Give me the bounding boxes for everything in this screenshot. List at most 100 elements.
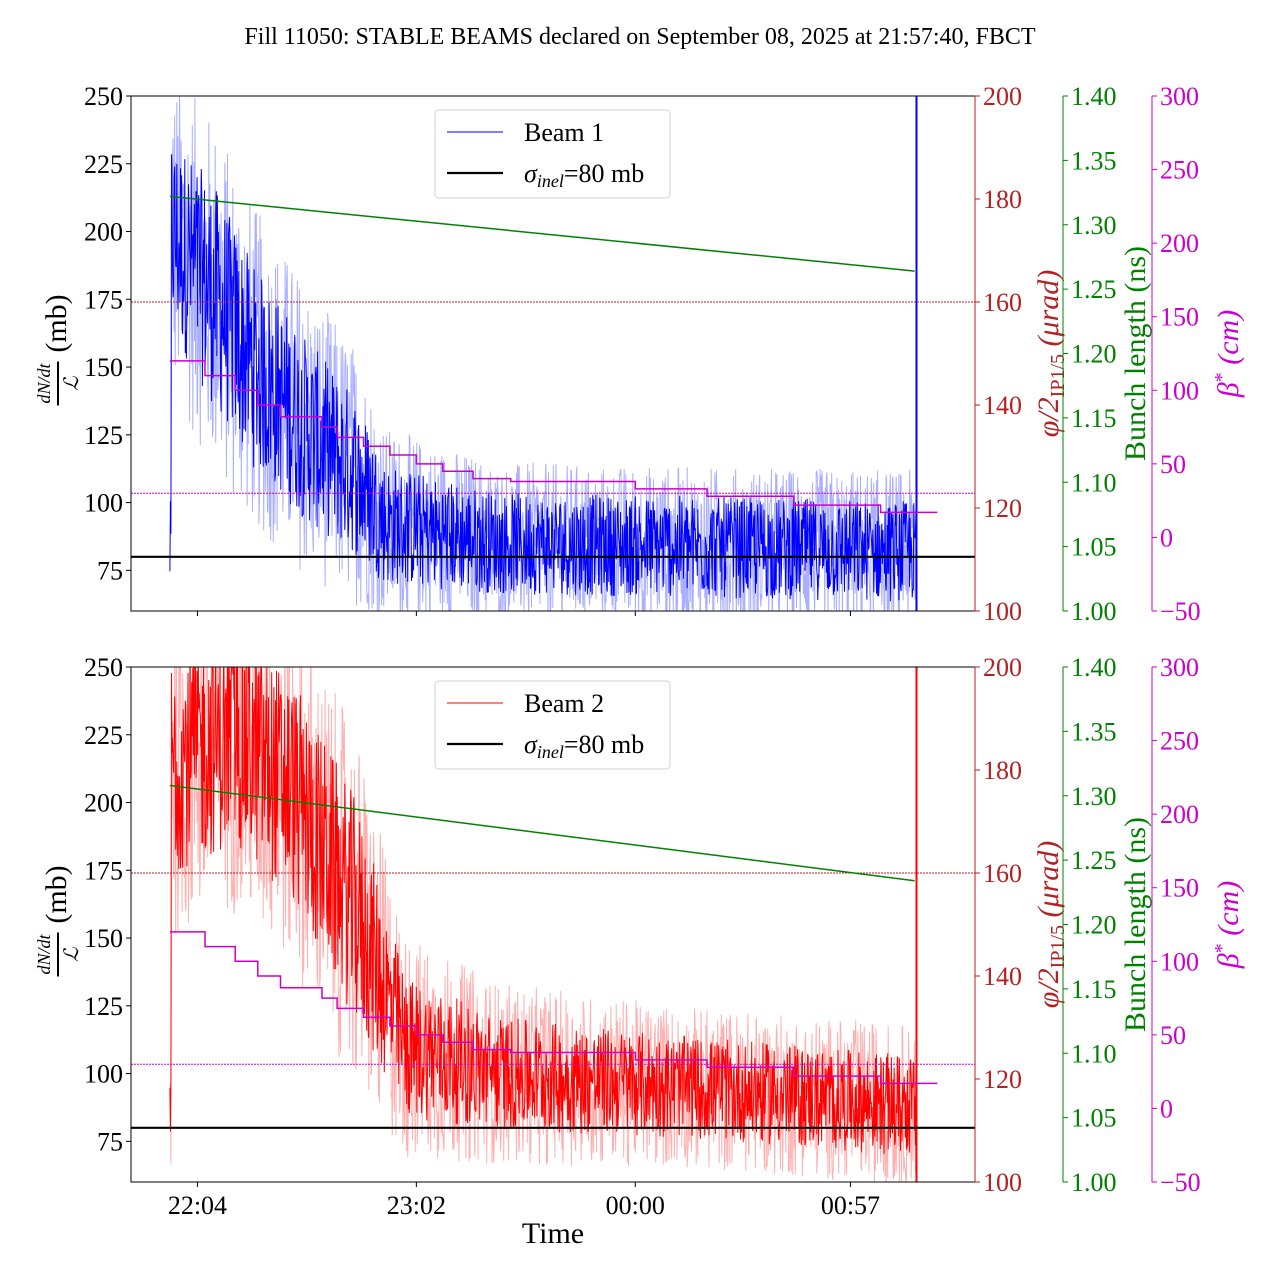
beta-star-axis-label: β* (cm) xyxy=(1211,310,1245,398)
crossing-angle-axis-tick-label: 160 xyxy=(983,288,1022,317)
crossing-angle-axis-tick-label: 200 xyxy=(983,82,1022,111)
y-tick-label: 75 xyxy=(97,556,123,585)
y-tick-label: 125 xyxy=(84,421,123,450)
beta-star-axis-tick-label: 0 xyxy=(1160,523,1173,552)
legend-label-beam2: Beam 2 xyxy=(524,689,604,718)
beta-star-axis-tick-label: 250 xyxy=(1160,727,1199,756)
bunch-length-axis-label-part: Bunch length (ns) xyxy=(1119,817,1152,1032)
bunch-length-line xyxy=(169,784,915,882)
bunch-length-axis-tick-label: 1.20 xyxy=(1071,340,1117,369)
y-axis-label: dN/dt ℒ (mb) xyxy=(34,294,83,406)
crossing-angle-axis-tick-label: 120 xyxy=(983,494,1022,523)
bunch-length-axis-tick-label: 1.30 xyxy=(1071,782,1117,811)
beta-star-axis-label-part: β xyxy=(1212,382,1245,398)
bunch-length-axis-tick-label: 1.25 xyxy=(1071,275,1117,304)
bunch-length-axis-tick-label: 1.05 xyxy=(1071,1104,1117,1133)
crossing-angle-axis-tick-label: 140 xyxy=(983,391,1022,420)
crossing-angle-axis-label-part: (μrad) xyxy=(1032,270,1065,354)
legend-label-sigma-inel: σinel=80 mb xyxy=(524,730,644,762)
y-label-numerator: dN/dt xyxy=(34,934,54,975)
y-label-numerator: dN/dt xyxy=(34,363,54,404)
beta-star-axis-tick-label: 150 xyxy=(1160,874,1199,903)
y-tick-label: 125 xyxy=(84,992,123,1021)
beta-star-axis-tick-label: 50 xyxy=(1160,450,1186,479)
beta-star-axis-label-part: * xyxy=(1211,372,1233,382)
y-tick-label: 225 xyxy=(84,721,123,750)
legend-sigma-value: =80 mb xyxy=(564,159,644,188)
bunch-length-axis-tick-label: 1.10 xyxy=(1071,1039,1117,1068)
beta-star-axis-tick-label: 0 xyxy=(1160,1094,1173,1123)
y-label-denominator: ℒ xyxy=(61,947,83,962)
crossing-angle-axis-tick-label: 100 xyxy=(983,597,1022,626)
crossing-angle-axis-label-part: φ/2 xyxy=(1032,397,1065,437)
plot-area xyxy=(131,667,975,1182)
bunch-length-axis-tick-label: 1.35 xyxy=(1071,146,1117,175)
bunch-length-axis-tick-label: 1.35 xyxy=(1071,717,1117,746)
bunch-length-axis-tick-label: 1.25 xyxy=(1071,846,1117,875)
y-label-unit: (mb) xyxy=(40,865,73,923)
beta-star-axis-tick-label: 300 xyxy=(1160,82,1199,111)
legend-label-beam1: Beam 1 xyxy=(524,118,604,147)
crossing-angle-axis-tick-label: 120 xyxy=(983,1065,1022,1094)
bunch-length-axis-label: Bunch length (ns) xyxy=(1119,817,1152,1032)
crossing-angle-axis-tick-label: 200 xyxy=(983,653,1022,682)
x-tick-label: 00:00 xyxy=(606,1191,665,1220)
x-tick-label: 23:02 xyxy=(387,1191,446,1220)
beta-star-axis-label-part: (cm) xyxy=(1212,881,1245,943)
x-axis-label: Time xyxy=(522,1217,584,1250)
bunch-length-axis-tick-label: 1.05 xyxy=(1071,533,1117,562)
bunch-length-axis-label-part: Bunch length (ns) xyxy=(1119,246,1152,461)
y-label-denominator: ℒ xyxy=(61,376,83,391)
crossing-angle-axis-label-part: IP1/5 xyxy=(1047,925,1069,968)
bunch-length-axis-tick-label: 1.15 xyxy=(1071,975,1117,1004)
bunch-length-axis-tick-label: 1.00 xyxy=(1071,597,1117,626)
crossing-angle-axis-tick-label: 160 xyxy=(983,859,1022,888)
y-label-unit: (mb) xyxy=(40,294,73,352)
plot-area xyxy=(131,96,975,611)
y-tick-label: 150 xyxy=(84,924,123,953)
bunch-length-axis-label: Bunch length (ns) xyxy=(1119,246,1152,461)
y-tick-label: 225 xyxy=(84,150,123,179)
crossing-angle-axis-tick-label: 180 xyxy=(983,756,1022,785)
y-tick-label: 200 xyxy=(84,218,123,247)
y-tick-label: 175 xyxy=(84,856,123,885)
y-tick-label: 75 xyxy=(97,1127,123,1156)
beta-star-line xyxy=(169,931,938,1085)
y-tick-label: 100 xyxy=(84,1060,123,1089)
y-tick-label: 250 xyxy=(84,653,123,682)
beta-star-axis-tick-label: −50 xyxy=(1160,597,1201,626)
beta-star-axis-tick-label: 300 xyxy=(1160,653,1199,682)
bunch-length-axis-tick-label: 1.40 xyxy=(1071,653,1117,682)
legend-label-sigma-inel: σinel=80 mb xyxy=(524,159,644,191)
beta-star-axis-label-part: β xyxy=(1212,953,1245,969)
legend-sigma-subscript: inel xyxy=(537,171,564,191)
legend-sigma-symbol: σ xyxy=(524,159,538,188)
beta-star-axis-tick-label: 100 xyxy=(1160,376,1199,405)
legend-sigma-subscript: inel xyxy=(537,742,564,762)
legend: Beam 1 σinel=80 mb xyxy=(434,109,671,199)
panel-beam1: 75 100 125 150 175 200 225 250 dN/dt ℒ (mb) 100 120 1… xyxy=(34,82,1245,626)
x-tick-label: 22:04 xyxy=(168,1191,227,1220)
beta-star-axis-tick-label: 250 xyxy=(1160,156,1199,185)
beam2-line xyxy=(169,667,917,1154)
beta-star-axis-tick-label: 150 xyxy=(1160,303,1199,332)
legend: Beam 2 σinel=80 mb xyxy=(434,680,671,770)
bunch-length-axis-tick-label: 1.40 xyxy=(1071,82,1117,111)
bunch-length-axis-tick-label: 1.20 xyxy=(1071,911,1117,940)
beta-star-axis-tick-label: 100 xyxy=(1160,947,1199,976)
bunch-length-axis-tick-label: 1.15 xyxy=(1071,404,1117,433)
legend-sigma-symbol: σ xyxy=(524,730,538,759)
beta-star-axis-label-part: * xyxy=(1211,943,1233,953)
y-tick-label: 100 xyxy=(84,489,123,518)
bunch-length-axis-tick-label: 1.30 xyxy=(1071,211,1117,240)
beta-star-axis-tick-label: −50 xyxy=(1160,1168,1201,1197)
bunch-length-line xyxy=(169,195,915,272)
bunch-length-axis-tick-label: 1.10 xyxy=(1071,468,1117,497)
crossing-angle-axis-tick-label: 140 xyxy=(983,962,1022,991)
y-tick-label: 200 xyxy=(84,789,123,818)
y-axis-label: dN/dt ℒ (mb) xyxy=(34,865,83,977)
beta-star-axis-tick-label: 200 xyxy=(1160,800,1199,829)
beta-star-axis-tick-label: 200 xyxy=(1160,229,1199,258)
crossing-angle-axis-label-part: (μrad) xyxy=(1032,841,1065,925)
